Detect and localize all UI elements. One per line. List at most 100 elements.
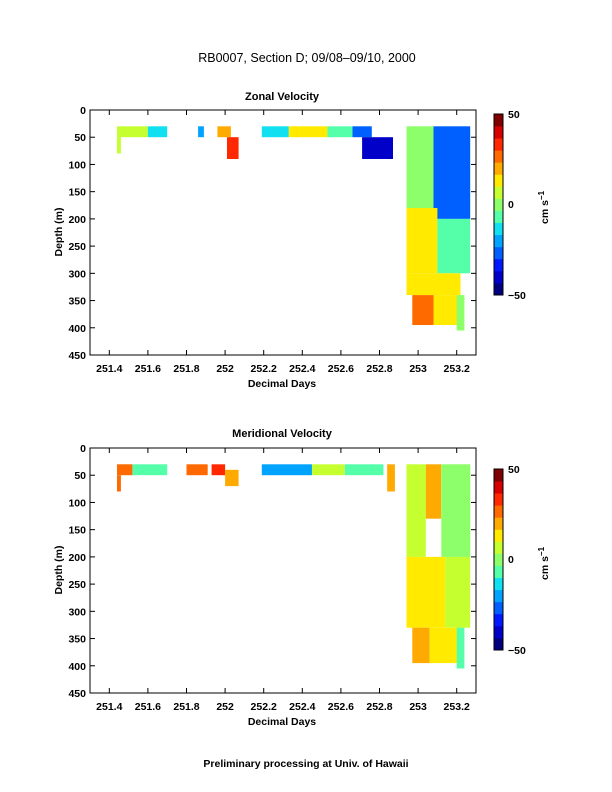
x-tick-label: 253.2 xyxy=(444,363,470,375)
x-tick-label: 252.2 xyxy=(251,701,277,713)
colorbar-band xyxy=(494,138,503,151)
heatmap-cell xyxy=(344,464,384,476)
heatmap-cell xyxy=(433,126,471,219)
x-tick-label: 252 xyxy=(216,363,234,375)
heatmap-cell xyxy=(261,126,289,138)
colorbar-band xyxy=(494,186,503,199)
y-tick-label: 100 xyxy=(68,497,86,509)
y-tick-label: 300 xyxy=(68,606,86,618)
figure-title: RB0007, Section D; 09/08–09/10, 2000 xyxy=(198,51,416,65)
colorbar-tick-zero: 0 xyxy=(508,199,514,211)
colorbar-band xyxy=(494,589,503,603)
x-tick-label: 251.6 xyxy=(135,363,161,375)
colorbar-band xyxy=(494,469,503,482)
colorbar-band xyxy=(494,270,503,284)
colorbar-band xyxy=(494,246,503,260)
heatmap-cell xyxy=(198,126,204,138)
panel-zonal: Zonal Velocity 251.4 251.6 251.8 252 252.2 25… xyxy=(53,91,477,390)
colorbar-band xyxy=(494,553,503,566)
colorbar-unit: cm s−1 xyxy=(537,190,551,224)
x-tick-label: 252.8 xyxy=(366,363,392,375)
x-tick-label: 251.6 xyxy=(135,701,161,713)
y-tick-label: 50 xyxy=(74,470,86,482)
y-axis-label-meridional: Depth (m) xyxy=(53,546,65,595)
heatmap-cell xyxy=(429,627,461,664)
y-tick-label: 350 xyxy=(68,634,86,646)
colorbar-tick-max: 50 xyxy=(508,109,520,121)
heatmap-cell xyxy=(311,464,345,476)
colorbar-band xyxy=(494,625,503,639)
colorbar-band xyxy=(494,150,503,163)
heatmap-cell xyxy=(217,126,231,138)
heatmap-cell xyxy=(186,464,208,476)
heatmap-cell xyxy=(211,464,226,476)
x-tick-label: 253 xyxy=(409,363,427,375)
y-tick-label: 400 xyxy=(68,661,86,673)
heatmap-cell xyxy=(406,556,446,628)
y-tick-label: 250 xyxy=(68,579,86,591)
heatmap-cell xyxy=(412,295,434,325)
heatmap-cell xyxy=(227,137,239,159)
colorbar-band xyxy=(494,577,503,591)
x-axis-label-zonal: Decimal Days xyxy=(248,378,316,390)
y-tick-label: 250 xyxy=(68,241,86,253)
plot-frame-zonal xyxy=(89,109,477,356)
x-tick-label: 252.2 xyxy=(251,363,277,375)
y-tick-label: 100 xyxy=(68,159,86,171)
heatmap-cell xyxy=(387,464,395,492)
heatmap-cell xyxy=(433,295,461,325)
heatmap-cell xyxy=(261,464,312,476)
panel-meridional: Meridional Velocity 251.4 251.6 251.8 252 25… xyxy=(53,428,477,728)
colorbar-band xyxy=(494,505,503,518)
x-tick-label: 251.4 xyxy=(96,701,122,713)
heatmap-cell xyxy=(437,218,471,274)
colorbar-band xyxy=(494,126,503,139)
heatmap-cell xyxy=(406,273,461,296)
colorbar-tick-max: 50 xyxy=(508,464,520,476)
heatmap-cell xyxy=(412,627,430,664)
colorbar-tick-zero: 0 xyxy=(508,554,514,566)
heatmap-cell xyxy=(456,295,465,331)
colorbar-band xyxy=(494,481,503,494)
colorbar-frame xyxy=(493,113,504,296)
heatmap-cell xyxy=(132,464,168,476)
colorbar-band xyxy=(494,198,503,211)
heatmap-cell xyxy=(425,464,442,519)
x-tick-label: 252.8 xyxy=(366,701,392,713)
heatmap-cell xyxy=(117,475,121,492)
y-tick-label: 450 xyxy=(68,688,86,700)
colorbar-band xyxy=(494,210,503,223)
colorbar-band xyxy=(494,529,503,542)
colorbar-band xyxy=(494,234,503,248)
colorbar-zonal: 50 0 −50 cm s−1 xyxy=(493,109,551,302)
y-tick-label: 150 xyxy=(68,525,86,537)
colorbar-tick-min: −50 xyxy=(508,645,526,657)
colorbar-band xyxy=(494,174,503,187)
heatmap-cell xyxy=(406,126,434,208)
colorbar-tick-min: −50 xyxy=(508,290,526,302)
colorbar-band xyxy=(494,613,503,627)
x-tick-label: 251.8 xyxy=(173,363,199,375)
y-tick-label: 0 xyxy=(80,443,86,455)
colorbar-band xyxy=(494,222,503,236)
y-tick-label: 350 xyxy=(68,296,86,308)
y-tick-label: 200 xyxy=(68,552,86,564)
colorbar-band xyxy=(494,565,503,578)
heatmap-cell xyxy=(117,464,133,476)
heatmap-cell xyxy=(225,469,239,487)
colorbar-band xyxy=(494,541,503,554)
heatmap-cell xyxy=(445,556,471,628)
y-tick-label: 150 xyxy=(68,187,86,199)
x-tick-label: 251.4 xyxy=(96,363,122,375)
footer-note: Preliminary processing at Univ. of Hawai… xyxy=(203,758,408,770)
heatmap-cell xyxy=(327,126,353,138)
colorbar-band xyxy=(494,517,503,530)
x-tick-label: 252 xyxy=(216,701,234,713)
x-tick-label: 252.6 xyxy=(328,701,354,713)
x-tick-label: 251.8 xyxy=(173,701,199,713)
heatmap-cell xyxy=(406,208,438,274)
colorbar-band xyxy=(494,637,503,651)
colorbar-band xyxy=(494,258,503,272)
heatmap-cell xyxy=(352,126,372,138)
